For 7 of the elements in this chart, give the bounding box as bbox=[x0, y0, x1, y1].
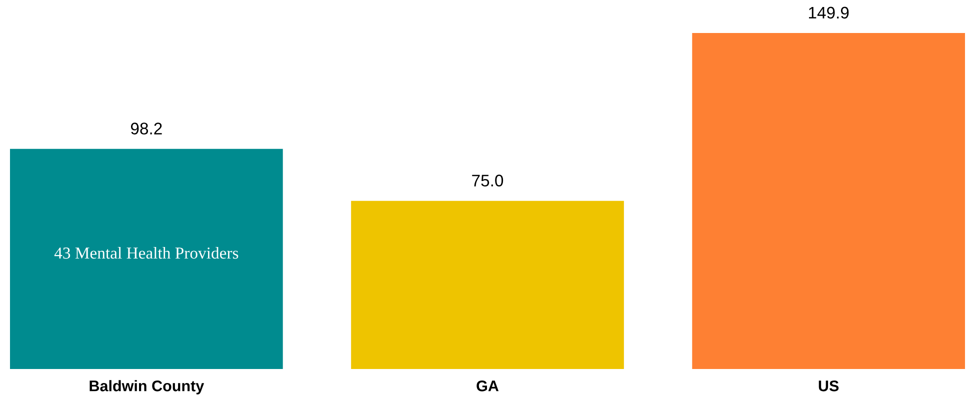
x-tick-label: GA bbox=[476, 380, 499, 392]
data-label: 75.0 bbox=[472, 174, 504, 186]
data-label: 149.9 bbox=[808, 6, 849, 19]
annotation: 43 Mental Health Providers bbox=[54, 246, 238, 259]
x-tick-label: Baldwin County bbox=[90, 380, 204, 394]
x-tick-label: US bbox=[818, 380, 839, 392]
data-label: 98.2 bbox=[130, 122, 162, 134]
